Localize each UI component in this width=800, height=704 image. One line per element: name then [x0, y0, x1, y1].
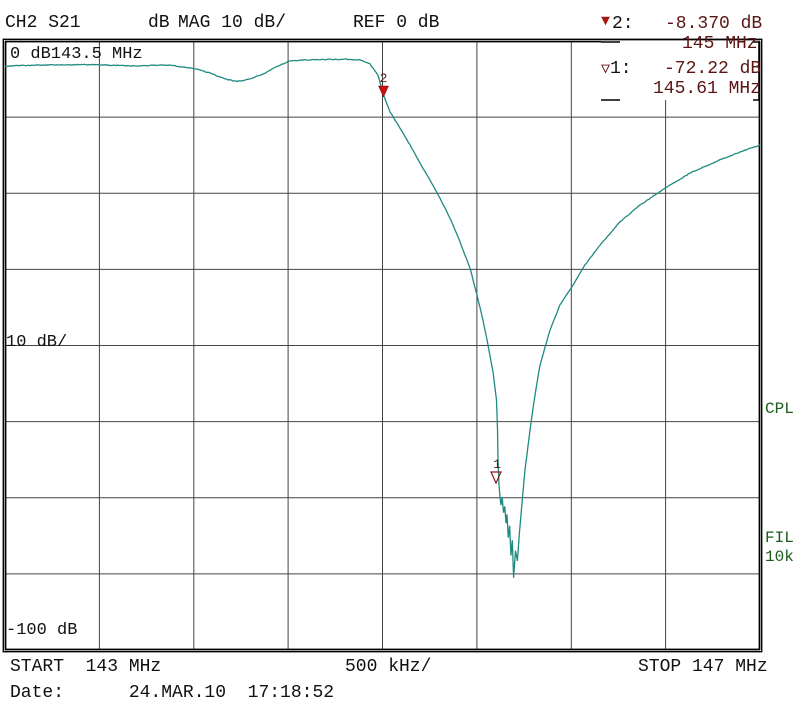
- svg-text:1: 1: [493, 457, 501, 472]
- svg-text:2: 2: [380, 71, 388, 86]
